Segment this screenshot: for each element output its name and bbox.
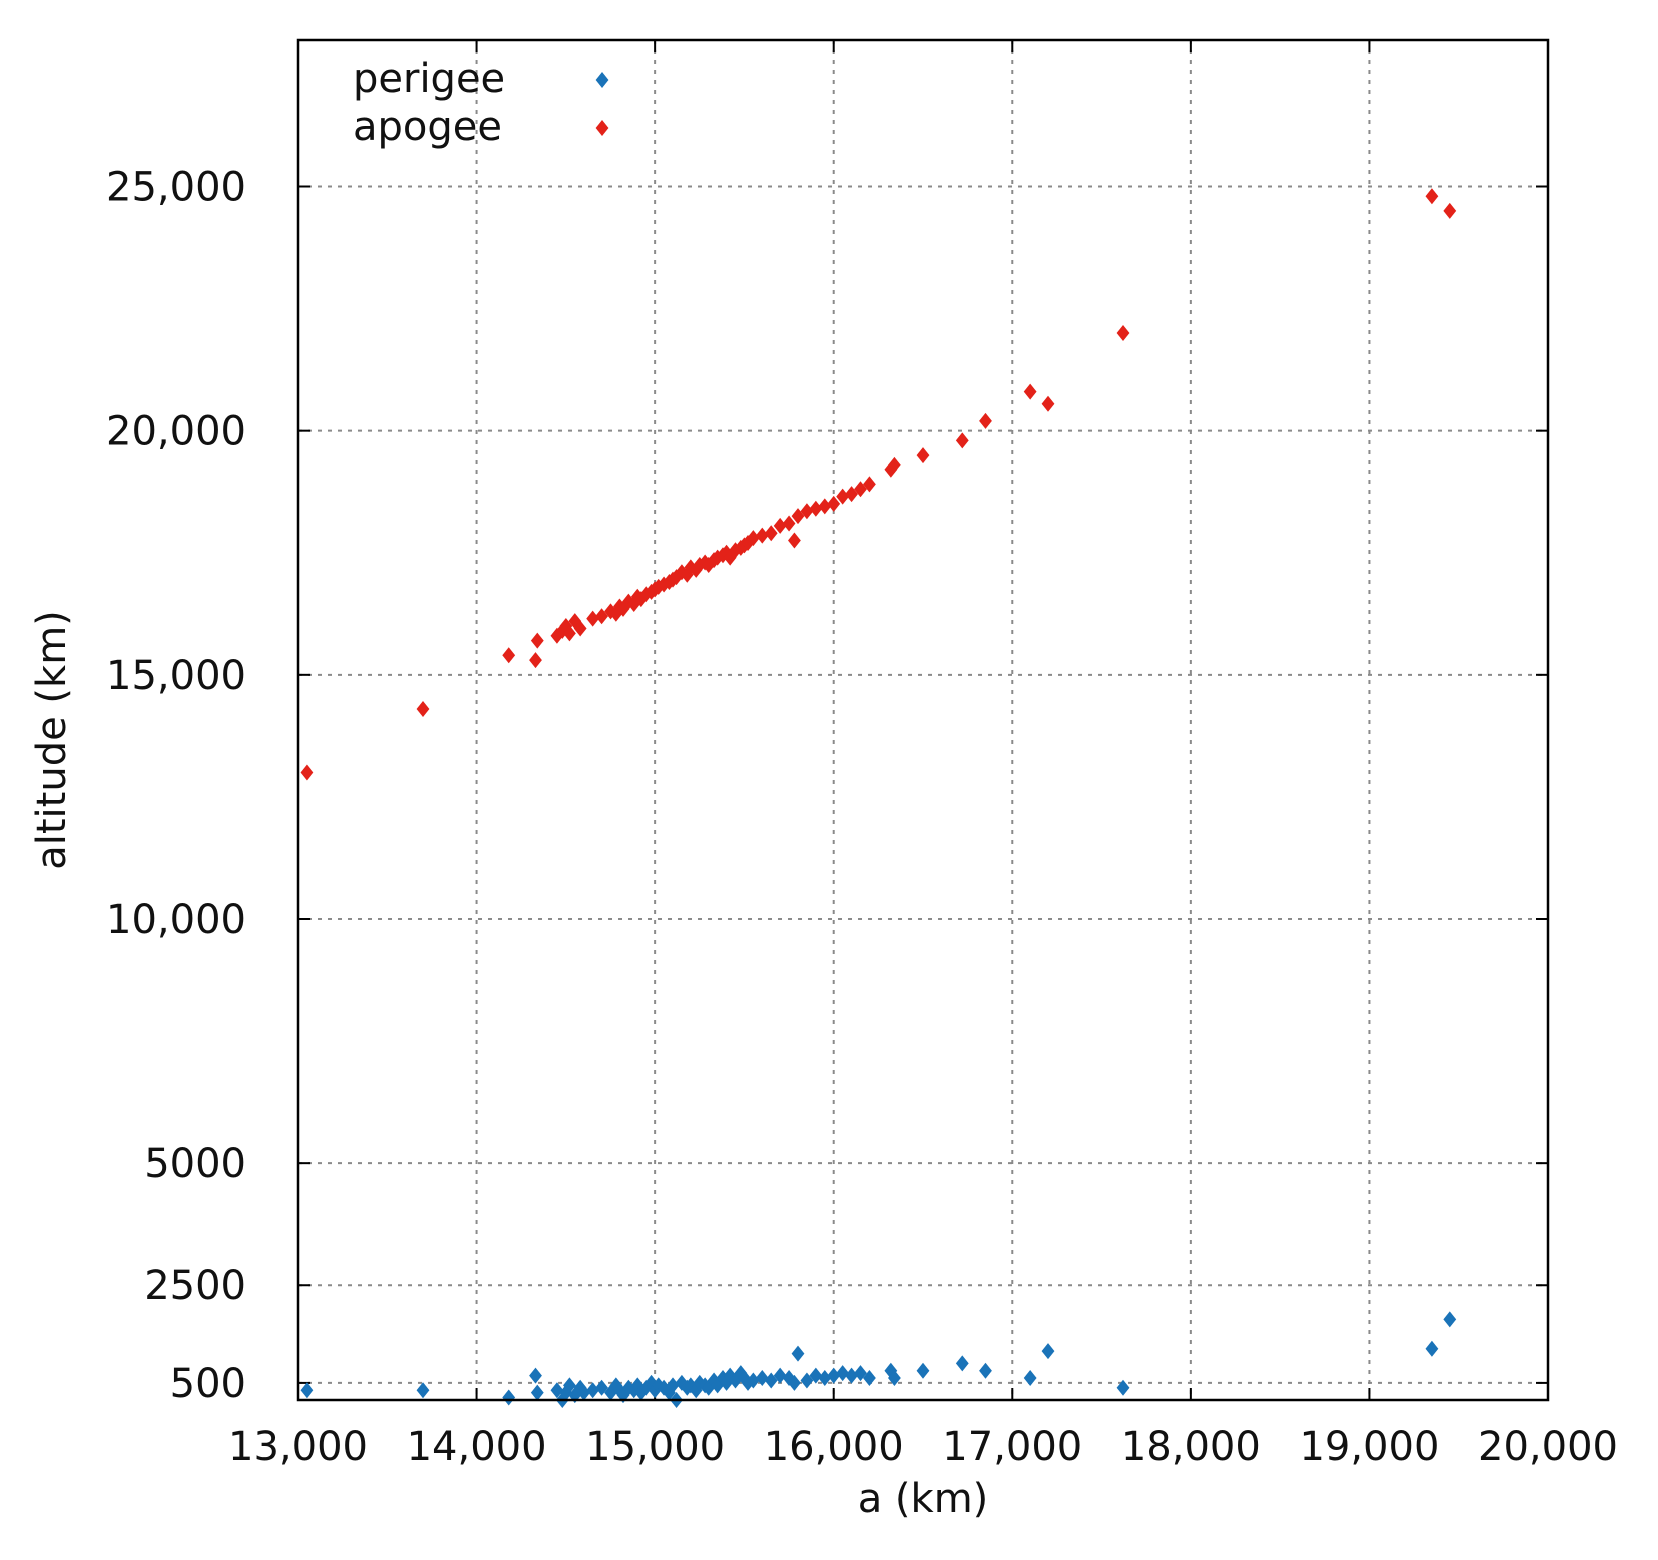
perigee-point [595,1379,608,1396]
apogee-point [788,532,801,549]
apogee-point [764,525,778,542]
perigee-point [1116,1379,1130,1396]
x-tick-label: 16,000 [764,1424,904,1470]
apogee-point [502,647,516,664]
perigee-point [863,1370,876,1387]
apogee-series [300,188,1457,781]
apogee-point [827,495,841,512]
apogee-point [800,503,814,520]
perigee-point [530,1384,544,1401]
x-tick-label: 20,000 [1478,1424,1618,1470]
tick-labels: 13,000 14,000 15,000 16,000 17,000 18,000 19,0… [106,164,1618,1470]
apogee-point [1041,395,1055,412]
y-axis-title: altitude (km) [29,610,75,870]
x-axis-title: a (km) [858,1476,989,1522]
perigee-point [791,1345,805,1362]
apogee-point [563,625,576,642]
legend-label-perigee: perigee [353,56,505,102]
y-tick-label: 15,000 [106,653,246,699]
apogee-point [586,610,600,627]
perigee-point [563,1377,576,1394]
apogee-point [1443,202,1457,219]
perigee-point [845,1367,858,1384]
perigee-series [300,1311,1457,1408]
apogee-point [836,488,850,505]
perigee-point [836,1365,850,1382]
apogee-point [791,508,805,525]
y-tick-label: 2500 [144,1263,246,1309]
perigee-point [300,1382,314,1399]
perigee-point [577,1384,591,1401]
apogee-point [916,447,930,464]
legend-marker-apogee [595,120,609,136]
legend-label-apogee: apogee [353,104,502,150]
perigee-point [800,1372,814,1389]
apogee-point [530,632,544,649]
perigee-point [1443,1311,1457,1328]
perigee-point [550,1382,564,1399]
perigee-point [979,1362,992,1379]
perigee-point [1023,1370,1037,1387]
perigee-point [1041,1343,1055,1360]
perigee-point [586,1382,600,1399]
perigee-point [666,1377,680,1394]
apogee-point [529,652,542,669]
y-tick-label: 500 [170,1361,246,1407]
apogee-point [863,476,876,493]
grid [298,40,1548,1400]
apogee-point [1023,383,1037,400]
perigee-point [809,1367,823,1384]
apogee-point [573,620,587,637]
apogee-point [809,500,823,517]
apogee-point [1425,188,1439,205]
apogee-point [300,764,314,781]
perigee-point [788,1374,801,1391]
perigee-point [773,1367,787,1384]
perigee-point [746,1372,760,1389]
x-tick-label: 18,000 [1121,1424,1261,1470]
apogee-point [595,608,608,625]
perigee-point [1425,1340,1439,1357]
apogee-point [845,486,858,503]
perigee-point [755,1370,769,1387]
legend-marker-perigee [595,72,609,88]
apogee-point [818,498,832,515]
perigee-point [764,1372,778,1389]
x-tick-label: 15,000 [585,1424,725,1470]
perigee-point [827,1367,841,1384]
apogee-point [854,481,867,498]
perigee-point [502,1389,516,1406]
perigee-point [854,1365,867,1382]
y-tick-label: 20,000 [106,409,246,455]
plot-frame [296,38,1550,1402]
perigee-point [529,1367,542,1384]
y-tick-label: 10,000 [106,897,246,943]
x-tick-label: 19,000 [1299,1424,1439,1470]
x-tick-label: 17,000 [942,1424,1082,1470]
data-points [300,188,1457,1408]
apogee-point [888,456,901,473]
apogee-point [773,517,787,534]
apogee-point [746,530,760,547]
apogee-point [979,412,992,429]
perigee-point [416,1382,430,1399]
y-tick-label: 25,000 [106,164,246,210]
perigee-point [888,1370,901,1387]
apogee-point [416,701,430,718]
apogee-point [955,432,969,449]
perigee-point [916,1362,930,1379]
x-tick-label: 13,000 [228,1424,368,1470]
apogee-point [782,515,796,532]
y-tick-label: 5000 [144,1141,246,1187]
perigee-point [955,1355,969,1372]
perigee-point [818,1370,832,1387]
apogee-point [1116,324,1130,341]
ticks [297,40,1549,1400]
apogee-point [755,527,769,544]
x-tick-label: 14,000 [407,1424,547,1470]
